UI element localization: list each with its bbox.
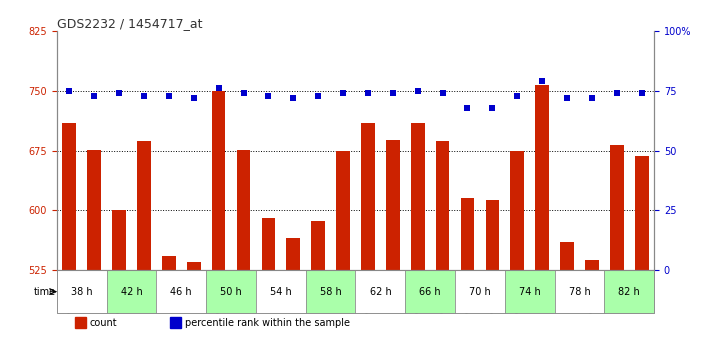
Bar [604,270,654,313]
Point [312,93,324,98]
Bar [510,150,524,270]
Bar [411,123,424,270]
Text: time: time [33,287,55,297]
Bar [87,150,101,270]
Bar [461,198,474,270]
Point [586,95,597,101]
Bar [171,317,181,328]
Bar [356,270,405,313]
Text: 46 h: 46 h [171,287,192,297]
Bar [405,270,455,313]
Point [387,90,398,96]
Point [636,90,647,96]
Bar [560,242,574,270]
Bar [585,260,599,270]
Text: GDS2232 / 1454717_at: GDS2232 / 1454717_at [57,17,203,30]
Bar [162,256,176,270]
Bar [455,270,505,313]
Point [462,105,474,110]
Point [437,90,448,96]
Bar [57,270,107,313]
Bar [336,151,350,270]
Bar [535,85,549,270]
Point [237,90,249,96]
Point [511,93,523,98]
Bar [505,270,555,313]
Text: 74 h: 74 h [519,287,540,297]
Bar [311,221,325,270]
Point [486,105,498,110]
Point [337,90,348,96]
Text: 66 h: 66 h [419,287,441,297]
Point [64,88,75,93]
Bar [306,270,356,313]
Text: 58 h: 58 h [320,287,341,297]
Text: count: count [90,318,117,328]
Bar [112,210,126,270]
Point [213,86,225,91]
Point [611,90,622,96]
Point [536,79,547,84]
Point [262,93,274,98]
Bar [555,270,604,313]
Bar [75,317,85,328]
Point [188,95,199,101]
Bar [436,141,449,270]
Point [561,95,572,101]
Bar [212,91,225,270]
Bar [137,141,151,270]
Bar [107,270,156,313]
Bar [386,140,400,270]
Point [412,88,424,93]
Text: 82 h: 82 h [619,287,640,297]
Bar [635,156,648,270]
Text: 38 h: 38 h [71,287,92,297]
Bar [256,270,306,313]
Bar [237,150,250,270]
Bar [486,200,499,270]
Text: 50 h: 50 h [220,287,242,297]
Text: 78 h: 78 h [569,287,590,297]
Point [287,95,299,101]
Bar [156,270,206,313]
Point [114,90,125,96]
Text: 54 h: 54 h [270,287,292,297]
Point [88,93,100,98]
Point [164,93,175,98]
Point [139,93,150,98]
Bar [287,238,300,270]
Bar [262,218,275,270]
Bar [361,123,375,270]
Bar [187,262,201,270]
Text: 42 h: 42 h [121,287,142,297]
Bar [206,270,256,313]
Bar [63,123,76,270]
Text: 70 h: 70 h [469,287,491,297]
Point [362,90,374,96]
Text: 62 h: 62 h [370,287,391,297]
Bar [610,145,624,270]
Text: percentile rank within the sample: percentile rank within the sample [186,318,351,328]
